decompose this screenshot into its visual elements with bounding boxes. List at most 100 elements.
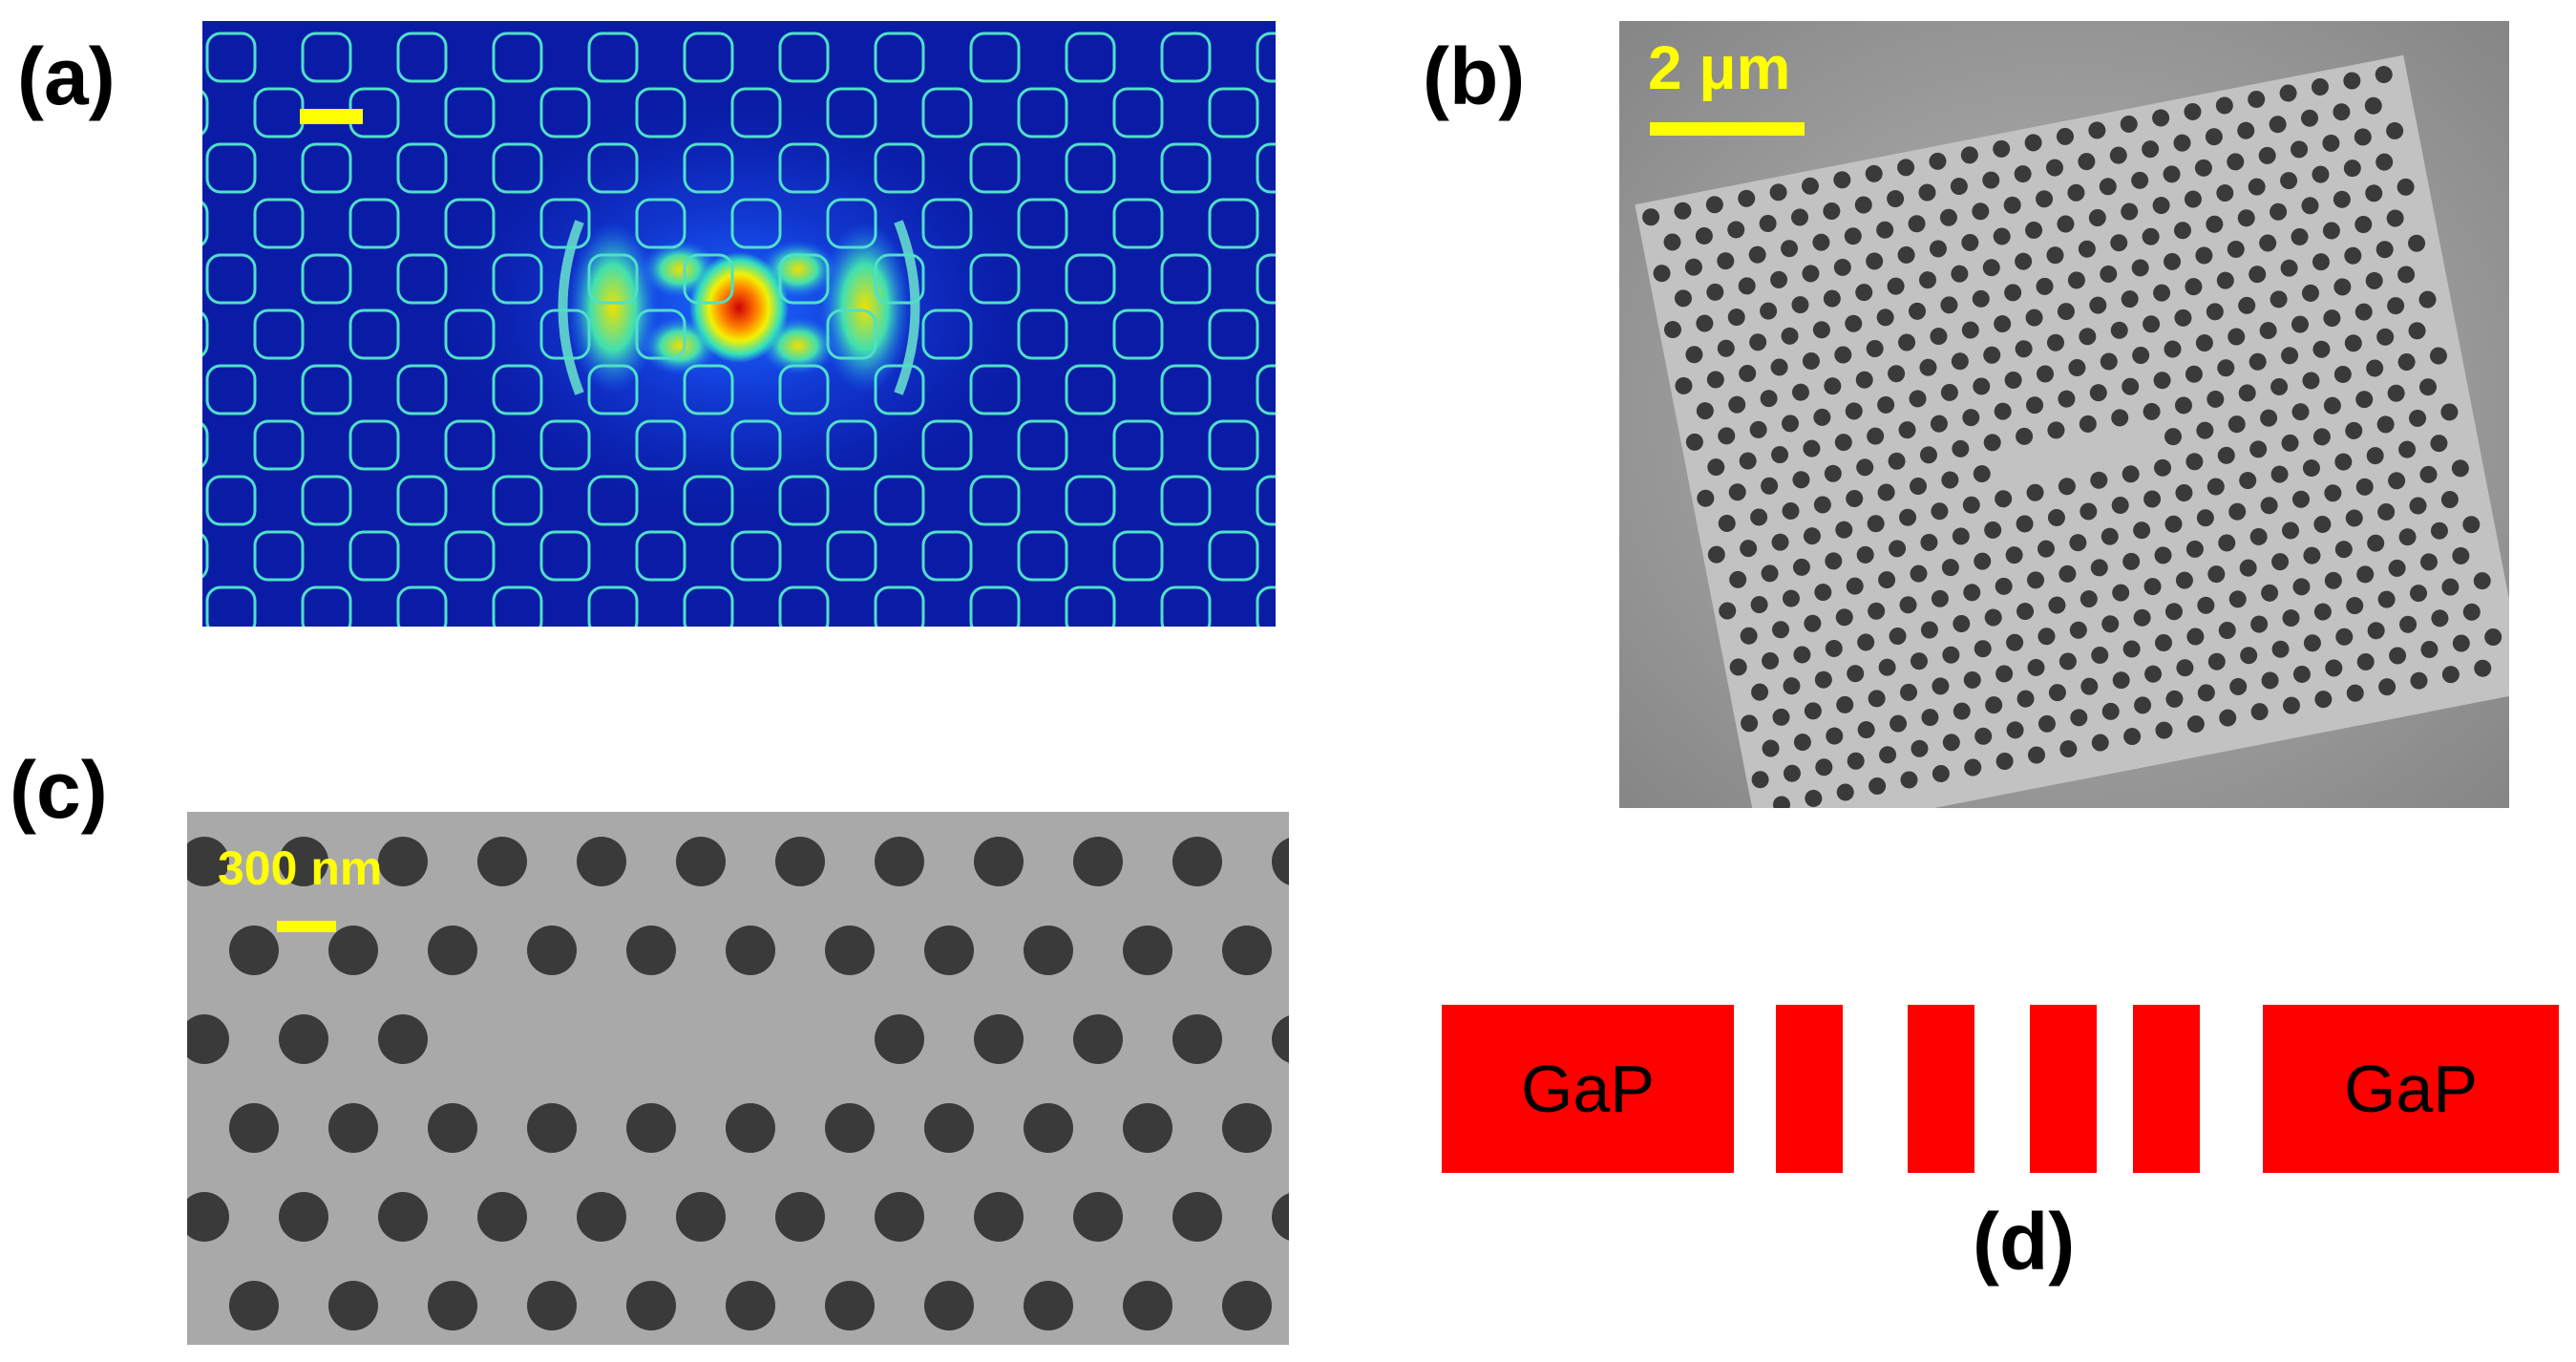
hole bbox=[2484, 628, 2502, 647]
hole bbox=[2079, 328, 2097, 346]
hole bbox=[1942, 734, 1960, 752]
hole bbox=[2038, 628, 2056, 646]
hole bbox=[2474, 659, 2492, 677]
hole bbox=[1727, 221, 1745, 239]
hole bbox=[2345, 509, 2363, 527]
hole bbox=[1749, 333, 1767, 351]
hole bbox=[2164, 252, 2182, 270]
hole bbox=[775, 1192, 825, 1242]
hole bbox=[2196, 509, 2214, 527]
hole bbox=[2418, 378, 2437, 396]
hole bbox=[2281, 434, 2299, 452]
hole-outline bbox=[253, 198, 305, 249]
hole bbox=[2173, 222, 2191, 240]
hole bbox=[1921, 709, 1939, 727]
hole bbox=[2355, 391, 2374, 409]
hole-outline bbox=[348, 419, 400, 471]
hole bbox=[2419, 553, 2438, 571]
hole bbox=[2024, 134, 2042, 152]
gap-schematic: GaP GaP bbox=[1442, 993, 2564, 1184]
hole bbox=[2270, 377, 2289, 395]
hole bbox=[2312, 165, 2330, 183]
hole-outline bbox=[826, 87, 877, 138]
hole bbox=[974, 1014, 1024, 1064]
hole bbox=[1706, 283, 1724, 301]
hole bbox=[1705, 196, 1723, 214]
hole bbox=[924, 1281, 974, 1330]
hole bbox=[2133, 608, 2151, 627]
hole bbox=[2143, 578, 2162, 596]
hole bbox=[2175, 484, 2193, 502]
hole-outline bbox=[396, 142, 448, 194]
hole bbox=[2345, 421, 2363, 439]
hole-outline bbox=[1208, 419, 1259, 471]
hole bbox=[2016, 603, 2035, 621]
hole bbox=[1782, 501, 1800, 520]
hole bbox=[1717, 252, 1735, 270]
hole bbox=[378, 837, 428, 886]
hole bbox=[2215, 96, 2233, 115]
hole-outline bbox=[874, 475, 925, 526]
hole-outline bbox=[1017, 198, 1068, 249]
hole bbox=[328, 1103, 378, 1153]
sem-image-overview: 2 μm bbox=[1619, 21, 2509, 808]
hole-outline bbox=[1065, 142, 1116, 194]
hole-outline bbox=[683, 585, 734, 627]
hole bbox=[1964, 758, 1982, 777]
hole bbox=[2090, 471, 2108, 489]
hole-outline bbox=[969, 475, 1021, 526]
hole-outline bbox=[205, 475, 257, 526]
hole bbox=[1803, 439, 1821, 458]
hole-outline bbox=[921, 419, 973, 471]
hole-outline bbox=[348, 530, 400, 582]
hole bbox=[279, 1192, 328, 1242]
hole bbox=[2292, 665, 2311, 683]
hole bbox=[1898, 421, 1916, 439]
hole bbox=[1920, 621, 1938, 639]
hole bbox=[1932, 677, 1950, 695]
hole-outline bbox=[1208, 87, 1259, 138]
hole bbox=[2282, 609, 2300, 628]
hole bbox=[1835, 521, 1853, 539]
hole bbox=[2015, 252, 2033, 270]
hole bbox=[2238, 296, 2256, 314]
hole bbox=[2101, 702, 2120, 720]
hole-outline bbox=[921, 198, 973, 249]
hole bbox=[2046, 159, 2064, 177]
hole bbox=[2111, 409, 2129, 427]
hole-outline bbox=[826, 530, 877, 582]
hole bbox=[2175, 571, 2193, 589]
hole-outline bbox=[587, 253, 639, 305]
hole bbox=[2388, 559, 2406, 577]
hole bbox=[1983, 434, 2001, 452]
hole bbox=[2122, 377, 2140, 395]
hole bbox=[1674, 202, 1692, 220]
hole bbox=[378, 1192, 428, 1242]
hole bbox=[1804, 702, 1822, 720]
hole bbox=[1953, 615, 1971, 633]
hole bbox=[2354, 303, 2373, 321]
hole bbox=[2375, 66, 2393, 84]
hole bbox=[2377, 502, 2396, 521]
hole-outline bbox=[1112, 198, 1164, 249]
hole bbox=[1823, 289, 1841, 308]
hole bbox=[1123, 1103, 1172, 1153]
hole-outline bbox=[1160, 32, 1212, 83]
hole bbox=[2132, 347, 2150, 365]
hole bbox=[1855, 284, 1873, 302]
hole bbox=[2069, 534, 2087, 552]
hole bbox=[2260, 409, 2278, 427]
hole bbox=[2408, 322, 2426, 340]
hole-outline bbox=[205, 585, 257, 627]
hole bbox=[775, 837, 825, 886]
hole bbox=[2067, 183, 2085, 202]
field-intensity-region bbox=[424, 88, 1054, 527]
hole bbox=[1867, 515, 1885, 533]
hole bbox=[875, 1192, 924, 1242]
hole bbox=[626, 926, 676, 975]
hole bbox=[2240, 647, 2258, 665]
hole-outline bbox=[921, 309, 973, 360]
hole bbox=[1760, 302, 1778, 320]
hole bbox=[428, 1281, 477, 1330]
hole bbox=[1857, 633, 1875, 651]
